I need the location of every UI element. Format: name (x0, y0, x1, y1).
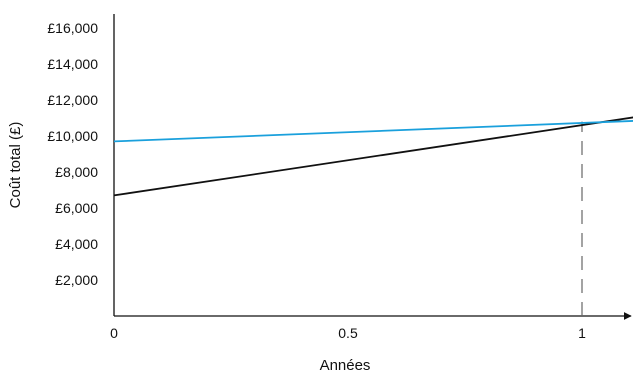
y-tick-label: £8,000 (55, 164, 98, 180)
y-tick-label: £14,000 (47, 56, 98, 72)
y-tick-label: £16,000 (47, 20, 98, 36)
x-tick-label: 0 (110, 325, 118, 341)
x-tick-label: 1 (578, 325, 586, 341)
y-tick-label: £4,000 (55, 236, 98, 252)
y-axis-title: Coût total (£) (7, 122, 24, 209)
y-tick-label: £6,000 (55, 200, 98, 216)
x-axis-title: Années (320, 357, 371, 374)
series-line (113, 116, 633, 197)
y-tick-label: £2,000 (55, 272, 98, 288)
y-tick-label: £10,000 (47, 128, 98, 144)
y-tick-label: £12,000 (47, 92, 98, 108)
series-line (113, 120, 633, 143)
x-tick-label: 0.5 (338, 325, 358, 341)
